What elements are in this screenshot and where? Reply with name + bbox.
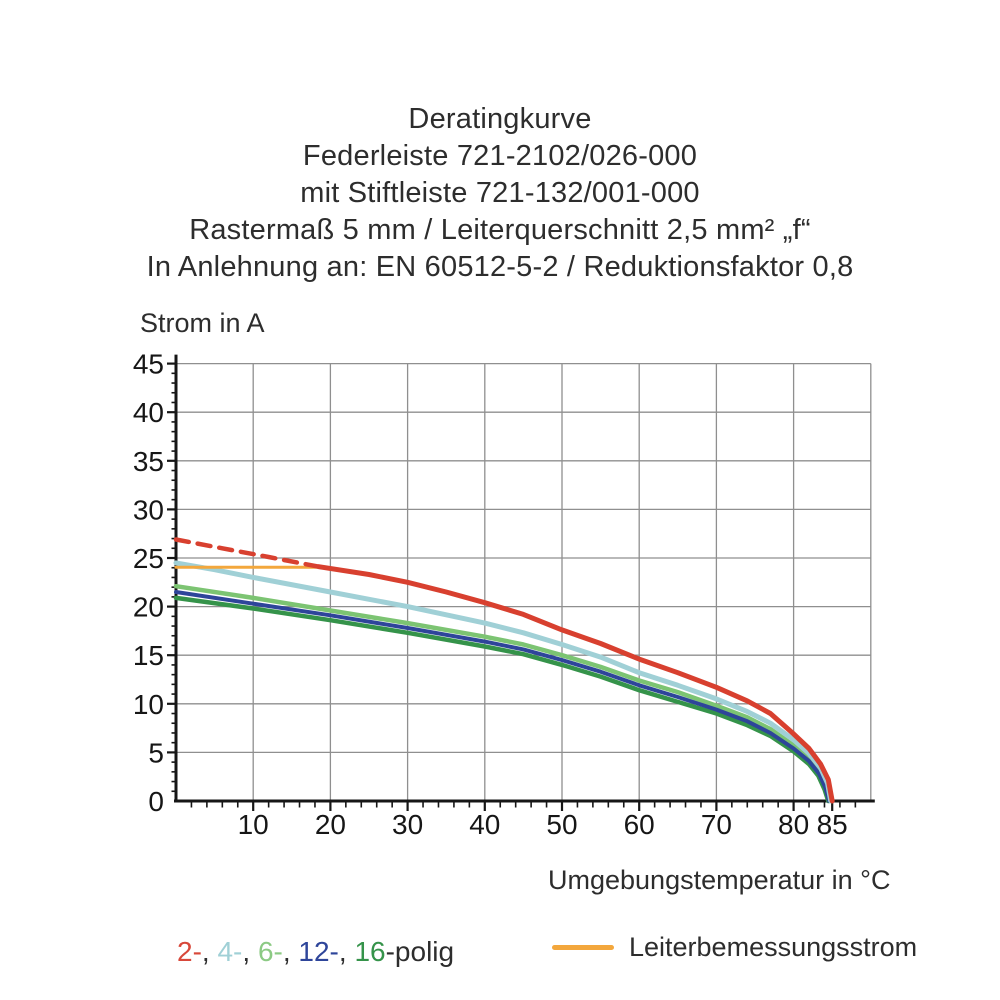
legend-pole-segment: , xyxy=(282,936,299,967)
x-axis-label: Umgebungstemperatur in °C xyxy=(548,865,891,895)
legend-pole-segment: , xyxy=(242,936,258,967)
y-tick-label-5: 5 xyxy=(148,737,164,768)
title-line-3: mit Stiftleiste 721-132/001-000 xyxy=(300,177,700,209)
axes xyxy=(174,354,875,803)
y-tick-label-35: 35 xyxy=(133,446,164,477)
x-tick-label-20: 20 xyxy=(315,809,346,840)
rated-current-legend: Leiterbemessungsstrom xyxy=(552,932,917,963)
x-tick-label-40: 40 xyxy=(469,809,500,840)
y-tick-label-10: 10 xyxy=(133,689,164,720)
rated-current-label: Leiterbemessungsstrom xyxy=(629,932,918,962)
legend-pole-segment: , xyxy=(338,936,355,967)
derating-curves xyxy=(173,537,835,804)
legend-pole-segment: -polig xyxy=(385,936,455,967)
legend-pole-segment: 6- xyxy=(257,936,283,967)
y-axis-label: Strom in A xyxy=(140,308,265,338)
legend-pole-segment: 16 xyxy=(354,936,386,967)
x-tick-label-10: 10 xyxy=(238,809,269,840)
chart-title: Deratingkurve Federleiste 721-2102/026-0… xyxy=(0,101,1000,286)
title-line-4: Rastermaß 5 mm / Leiterquerschnitt 2,5 m… xyxy=(189,214,811,246)
x-tick-label-80: 80 xyxy=(778,809,809,840)
axis-ticks xyxy=(167,362,857,811)
y-tick-label-45: 45 xyxy=(133,349,164,380)
y-tick-label-30: 30 xyxy=(133,494,164,525)
y-tick-label-40: 40 xyxy=(133,397,164,428)
title-line-1: Deratingkurve xyxy=(408,103,592,135)
x-tick-label-30: 30 xyxy=(392,809,423,840)
legend-pole-segment: 2- xyxy=(177,936,202,967)
y-tick-label-20: 20 xyxy=(133,592,164,623)
y-tick-label-0: 0 xyxy=(148,786,164,817)
x-tick-label-60: 60 xyxy=(624,809,655,840)
curve-2-polig-Bereich-oberhalb-Bemessungsstrom xyxy=(173,537,322,569)
curve-2-polig xyxy=(316,564,835,804)
tick-labels: 0 5 10 15 20 25 30 35 40 45 10 20 30 40 50 60 70 80 85 xyxy=(133,349,848,840)
orange-line-swatch xyxy=(552,945,614,950)
y-tick-label-25: 25 xyxy=(133,543,164,574)
title-line-5: In Anlehnung an: EN 60512-5-2 / Reduktio… xyxy=(146,251,854,283)
x-tick-label-50: 50 xyxy=(546,809,577,840)
curve-4-polig xyxy=(173,560,834,804)
poles-legend: 2-, 4-, 6-, 12-, 16-polig xyxy=(177,936,454,968)
title-line-2: Federleiste 721-2102/026-000 xyxy=(302,140,698,172)
curve-12-polig xyxy=(174,590,832,803)
legend-pole-segment: , xyxy=(201,936,218,967)
y-tick-label-15: 15 xyxy=(133,640,164,671)
x-tick-label-70: 70 xyxy=(701,809,732,840)
legend-pole-segment: 12- xyxy=(298,936,339,967)
legend-pole-segment: 4- xyxy=(217,936,243,967)
x-tick-label-85: 85 xyxy=(817,809,848,840)
